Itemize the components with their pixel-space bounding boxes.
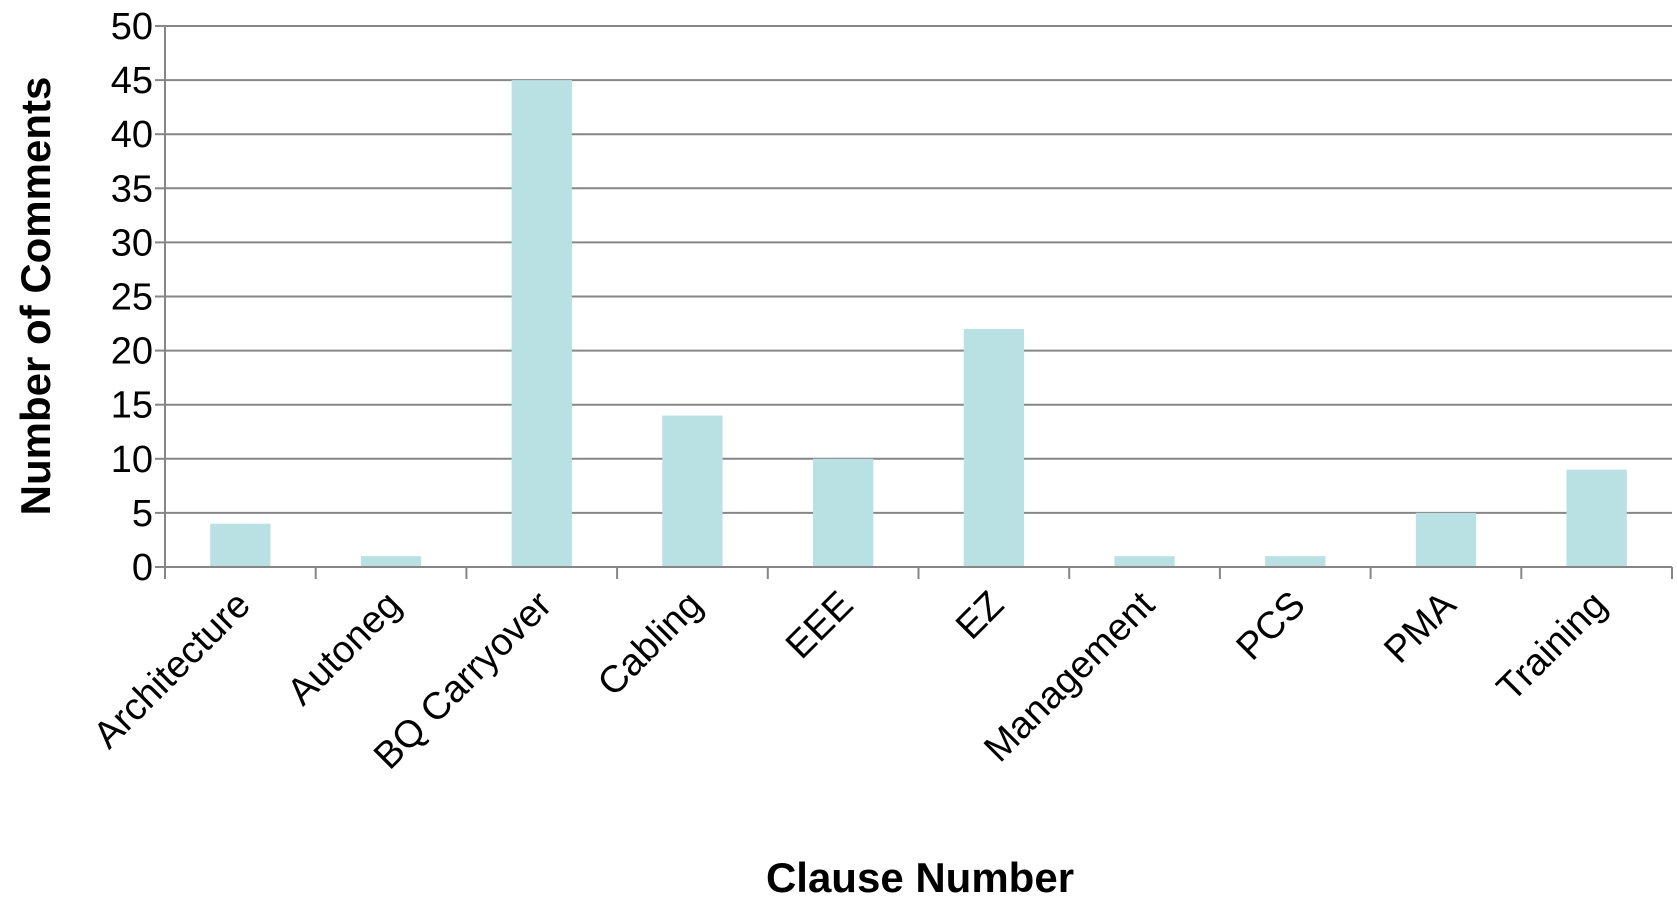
- y-tick-label: 10: [111, 439, 153, 481]
- y-tick-label: 0: [132, 547, 153, 589]
- bar-pma: [1415, 512, 1477, 567]
- y-axis-title: Number of Comments: [12, 77, 59, 516]
- axes: [155, 25, 1673, 579]
- x-tick-label: Training: [1489, 584, 1615, 710]
- bar-ez: [963, 328, 1024, 567]
- bar-autoneg: [360, 556, 422, 567]
- y-tick-label: 25: [111, 277, 153, 319]
- y-tick-label: 30: [111, 222, 153, 264]
- bar-architecture: [210, 523, 271, 567]
- bars: [210, 80, 1627, 567]
- x-axis-title: Clause Number: [766, 854, 1074, 898]
- bar-eee: [813, 458, 874, 567]
- x-tick-label: PCS: [1229, 584, 1314, 669]
- x-tick-label: Autoneg: [280, 584, 410, 714]
- bar-training: [1566, 469, 1627, 567]
- x-tick-label: EZ: [948, 584, 1012, 648]
- y-tick-label: 35: [111, 168, 153, 210]
- bar-management: [1114, 556, 1175, 567]
- y-tick-labels: 0 5 10 15 20 25 30 35 40 45 50: [111, 6, 153, 589]
- gridlines: [165, 25, 1672, 514]
- x-tick-label: PMA: [1376, 583, 1464, 671]
- x-tick-label: Cabling: [590, 584, 711, 705]
- y-tick-label: 45: [111, 60, 153, 102]
- bar-pcs: [1265, 556, 1326, 567]
- y-tick-label: 40: [111, 114, 153, 156]
- x-tick-label: EEE: [778, 584, 861, 667]
- bar-bq-carryover: [511, 80, 572, 567]
- y-tick-label: 5: [132, 493, 153, 535]
- bar-cabling: [662, 415, 723, 567]
- x-tick-label: Architecture: [86, 584, 259, 757]
- y-tick-label: 20: [111, 331, 153, 373]
- y-tick-label: 50: [111, 6, 153, 48]
- y-tick-label: 15: [111, 385, 153, 427]
